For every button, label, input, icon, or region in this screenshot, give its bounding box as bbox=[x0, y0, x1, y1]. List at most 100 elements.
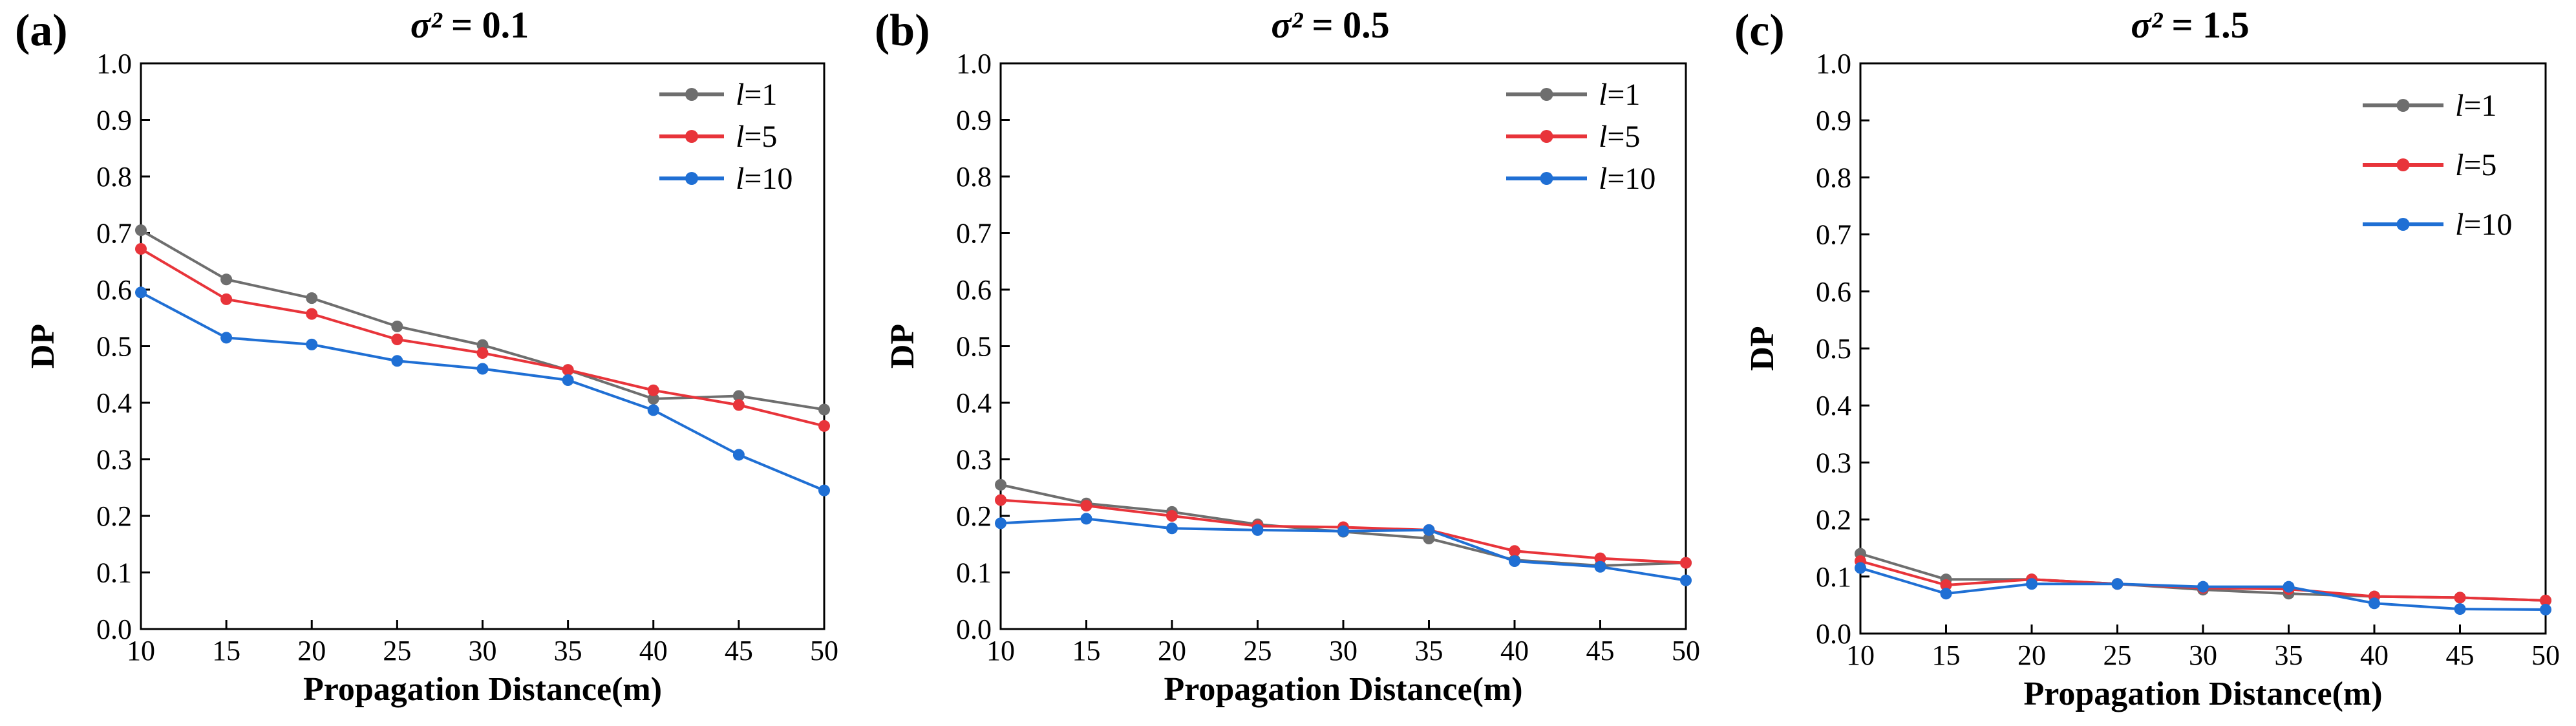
data-point bbox=[1855, 562, 1866, 574]
y-tick-label: 0.7 bbox=[956, 218, 992, 250]
data-point bbox=[220, 293, 233, 305]
legend-eq: =1 bbox=[2464, 89, 2496, 123]
y-tick-label: 0.0 bbox=[956, 614, 992, 645]
legend-eq: =5 bbox=[1607, 120, 1640, 154]
legend-var: l bbox=[1599, 162, 1607, 196]
y-tick-label: 0.9 bbox=[96, 105, 132, 136]
x-tick-label: 40 bbox=[639, 635, 668, 667]
legend-label: l=10 bbox=[736, 162, 793, 196]
y-tick-label: 0.3 bbox=[96, 444, 132, 476]
x-tick-label: 25 bbox=[1244, 635, 1272, 667]
y-tick-label: 0.9 bbox=[956, 105, 992, 136]
y-axis-label: DP bbox=[25, 324, 61, 368]
legend-eq: =5 bbox=[744, 120, 777, 154]
data-point bbox=[647, 392, 659, 405]
x-tick-label: 15 bbox=[1072, 635, 1101, 667]
y-tick-label: 0.8 bbox=[1816, 162, 1851, 193]
y-tick-label: 0.7 bbox=[1816, 219, 1851, 251]
y-tick-label: 0.3 bbox=[1816, 447, 1851, 478]
series-l-10 bbox=[1855, 562, 2551, 615]
legend-var: l bbox=[736, 120, 744, 154]
x-tick-label: 35 bbox=[554, 635, 582, 667]
data-point bbox=[732, 390, 745, 402]
x-tick-label: 20 bbox=[297, 635, 326, 667]
x-tick-label: 25 bbox=[2103, 639, 2132, 671]
legend-label: l=10 bbox=[1599, 162, 1655, 196]
y-tick-label: 1.0 bbox=[1816, 48, 1851, 80]
legend-marker bbox=[1540, 88, 1553, 101]
legend-var: l bbox=[2455, 208, 2464, 242]
series-line bbox=[140, 229, 825, 411]
data-point bbox=[220, 332, 233, 344]
data-point bbox=[1080, 500, 1092, 512]
title-symbol: σ² bbox=[410, 4, 443, 46]
data-point bbox=[2111, 578, 2124, 590]
y-tick-label: 0.4 bbox=[96, 387, 132, 419]
panel-label: (c) bbox=[1734, 6, 1785, 56]
legend-var: l bbox=[736, 78, 744, 112]
legend-label: l=10 bbox=[2455, 208, 2512, 242]
series-line bbox=[140, 248, 825, 427]
x-tick-label: 30 bbox=[1329, 635, 1357, 667]
data-point bbox=[647, 384, 659, 396]
y-axis-label: DP bbox=[884, 324, 921, 368]
data-point bbox=[818, 484, 830, 496]
y-tick-label: 0.4 bbox=[1816, 390, 1851, 422]
legend-marker bbox=[2396, 218, 2410, 231]
legend-marker bbox=[2396, 99, 2410, 112]
x-tick-label: 35 bbox=[1415, 635, 1443, 667]
y-tick-label: 0.0 bbox=[96, 614, 132, 645]
series-l-5 bbox=[135, 243, 830, 432]
x-tick-label: 20 bbox=[1158, 635, 1186, 667]
data-point bbox=[1509, 545, 1520, 557]
series-l-10 bbox=[135, 286, 830, 496]
y-axis-label: DP bbox=[1744, 326, 1781, 370]
data-point bbox=[1423, 533, 1435, 544]
data-point bbox=[818, 403, 830, 416]
x-tick-label: 30 bbox=[2189, 639, 2217, 671]
data-point bbox=[135, 243, 147, 255]
data-point bbox=[1166, 510, 1178, 522]
x-tick-label: 45 bbox=[1586, 635, 1615, 667]
x-tick-label: 50 bbox=[1672, 635, 1700, 667]
data-point bbox=[1680, 557, 1692, 569]
data-point bbox=[995, 494, 1006, 506]
legend-marker bbox=[685, 88, 698, 101]
legend-eq: =1 bbox=[744, 78, 777, 112]
title-value: = 0.5 bbox=[1303, 4, 1390, 46]
data-point bbox=[732, 399, 745, 411]
legend-eq: =1 bbox=[1607, 78, 1640, 112]
legend-label: l=1 bbox=[736, 78, 777, 112]
legend-eq: =5 bbox=[2464, 148, 2496, 182]
x-tick-label: 10 bbox=[127, 635, 155, 667]
y-tick-label: 1.0 bbox=[96, 48, 132, 80]
y-tick-label: 0.2 bbox=[1816, 504, 1851, 536]
legend-marker bbox=[2396, 158, 2410, 171]
legend-marker bbox=[1540, 172, 1553, 185]
legend-eq: =10 bbox=[744, 162, 793, 196]
data-point bbox=[1594, 561, 1606, 573]
legend-marker bbox=[685, 172, 698, 185]
y-tick-label: 0.1 bbox=[1816, 561, 1851, 593]
y-tick-label: 0.4 bbox=[956, 387, 992, 419]
x-tick-label: 50 bbox=[810, 635, 838, 667]
legend-label: l=5 bbox=[2455, 148, 2496, 182]
data-point bbox=[1080, 513, 1092, 525]
title-value: = 0.1 bbox=[442, 4, 529, 46]
data-point bbox=[135, 224, 147, 237]
panel-label: (b) bbox=[875, 6, 930, 56]
y-tick-label: 0.2 bbox=[96, 500, 132, 532]
x-tick-label: 30 bbox=[469, 635, 497, 667]
x-tick-label: 40 bbox=[1500, 635, 1529, 667]
title-value: = 1.5 bbox=[2162, 4, 2250, 46]
data-point bbox=[306, 308, 318, 320]
x-tick-label: 20 bbox=[2017, 639, 2046, 671]
plot-frame bbox=[999, 62, 1687, 630]
legend-label: l=5 bbox=[1599, 120, 1640, 154]
data-point bbox=[1680, 574, 1692, 586]
x-tick-label: 15 bbox=[212, 635, 240, 667]
chart-title: σ² = 0.5 bbox=[1271, 4, 1389, 46]
legend-var: l bbox=[1599, 78, 1607, 112]
x-axis-label: Propagation Distance(m) bbox=[2023, 676, 2382, 712]
